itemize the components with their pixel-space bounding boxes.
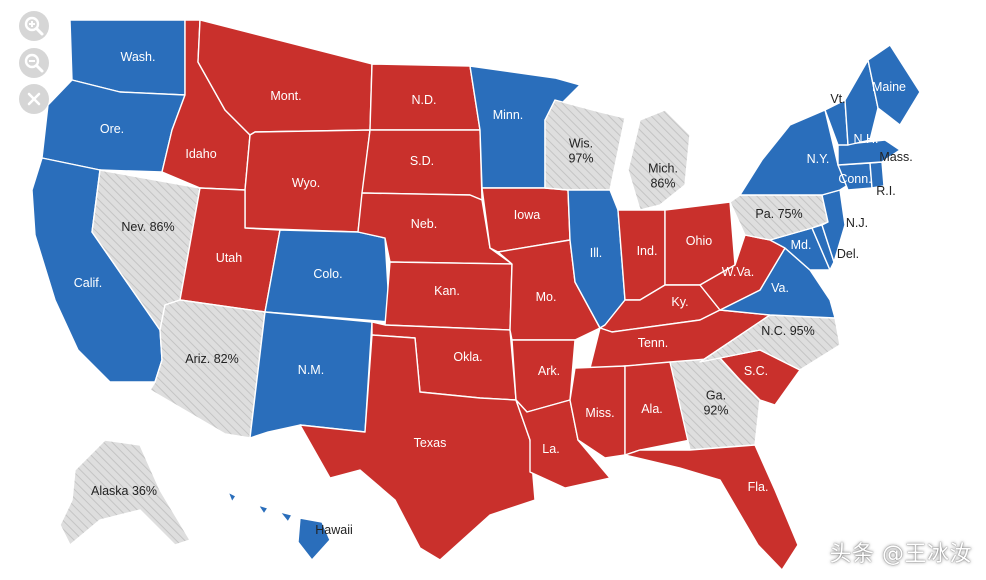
magnifier-minus-icon <box>24 53 44 73</box>
state-label-la: La. <box>542 442 559 456</box>
state-hi[interactable] <box>227 491 331 561</box>
state-label-in: Ind. <box>637 244 658 258</box>
state-label-nh: N.H. <box>854 132 879 146</box>
state-label-vt: Vt. <box>830 92 845 106</box>
state-co[interactable] <box>264 229 391 323</box>
state-label-nc: N.C. 95% <box>761 324 815 338</box>
state-mi[interactable] <box>627 109 691 211</box>
state-label-ut: Utah <box>216 251 242 265</box>
state-label-me: Maine <box>872 80 906 94</box>
state-label-co: Colo. <box>313 267 342 281</box>
state-label-md: Md. <box>791 238 812 252</box>
state-la[interactable] <box>515 399 611 489</box>
state-label-mi: Mich. 86% <box>648 162 678 191</box>
state-label-ms: Miss. <box>585 406 614 420</box>
state-label-de: Del. <box>837 247 859 261</box>
state-label-tx: Texas <box>414 436 447 450</box>
state-label-ks: Kan. <box>434 284 460 298</box>
state-label-oh: Ohio <box>686 234 712 248</box>
state-label-ny: N.Y. <box>807 152 830 166</box>
magnifier-plus-icon <box>24 16 44 36</box>
state-label-wa: Wash. <box>121 50 156 64</box>
zoom-in-button[interactable] <box>19 11 49 41</box>
state-label-wv: W.Va. <box>722 265 754 279</box>
state-label-mo: Mo. <box>536 290 557 304</box>
state-ma[interactable] <box>837 139 901 166</box>
state-nh[interactable] <box>844 59 879 146</box>
state-label-mt: Mont. <box>270 89 301 103</box>
state-label-or: Ore. <box>100 122 124 136</box>
state-label-pa: Pa. 75% <box>755 207 802 221</box>
state-label-nm: N.M. <box>298 363 324 377</box>
state-label-wi: Wis. 97% <box>568 137 593 166</box>
state-label-ga: Ga. 92% <box>703 389 728 418</box>
state-label-nj: N.J. <box>846 216 868 230</box>
state-label-nv: Nev. 86% <box>121 220 174 234</box>
state-label-hi: Hawaii <box>315 523 353 537</box>
state-label-ia: Iowa <box>514 208 540 222</box>
close-icon <box>27 92 41 106</box>
state-label-mn: Minn. <box>493 108 524 122</box>
state-label-tn: Tenn. <box>638 336 669 350</box>
state-label-al: Ala. <box>641 402 663 416</box>
state-label-id: Idaho <box>185 147 216 161</box>
state-label-ak: Alaska 36% <box>91 484 157 498</box>
state-label-ct: Conn. <box>838 172 871 186</box>
state-label-ar: Ark. <box>538 364 560 378</box>
state-label-ri: R.I. <box>876 184 895 198</box>
state-me[interactable] <box>867 44 921 126</box>
state-label-ma: Mass. <box>879 150 912 164</box>
state-az[interactable] <box>149 299 266 439</box>
state-wi[interactable] <box>544 99 626 191</box>
state-label-wy: Wyo. <box>292 176 320 190</box>
state-label-sc: S.C. <box>744 364 768 378</box>
state-label-sd: S.D. <box>410 154 434 168</box>
state-label-il: Ill. <box>590 246 603 260</box>
watermark: 头条 @王冰汝 <box>829 542 972 567</box>
state-al[interactable] <box>624 361 691 456</box>
zoom-out-button[interactable] <box>19 48 49 78</box>
state-ak[interactable] <box>59 439 191 546</box>
state-label-ok: Okla. <box>453 350 482 364</box>
state-label-va: Va. <box>771 281 789 295</box>
state-label-az: Ariz. 82% <box>185 352 239 366</box>
state-label-ne: Neb. <box>411 217 437 231</box>
state-label-nd: N.D. <box>412 93 437 107</box>
state-label-ca: Calif. <box>74 276 102 290</box>
close-button[interactable] <box>19 84 49 114</box>
state-label-ky: Ky. <box>671 295 688 309</box>
state-fl[interactable] <box>624 444 799 571</box>
state-label-fl: Fla. <box>748 480 769 494</box>
